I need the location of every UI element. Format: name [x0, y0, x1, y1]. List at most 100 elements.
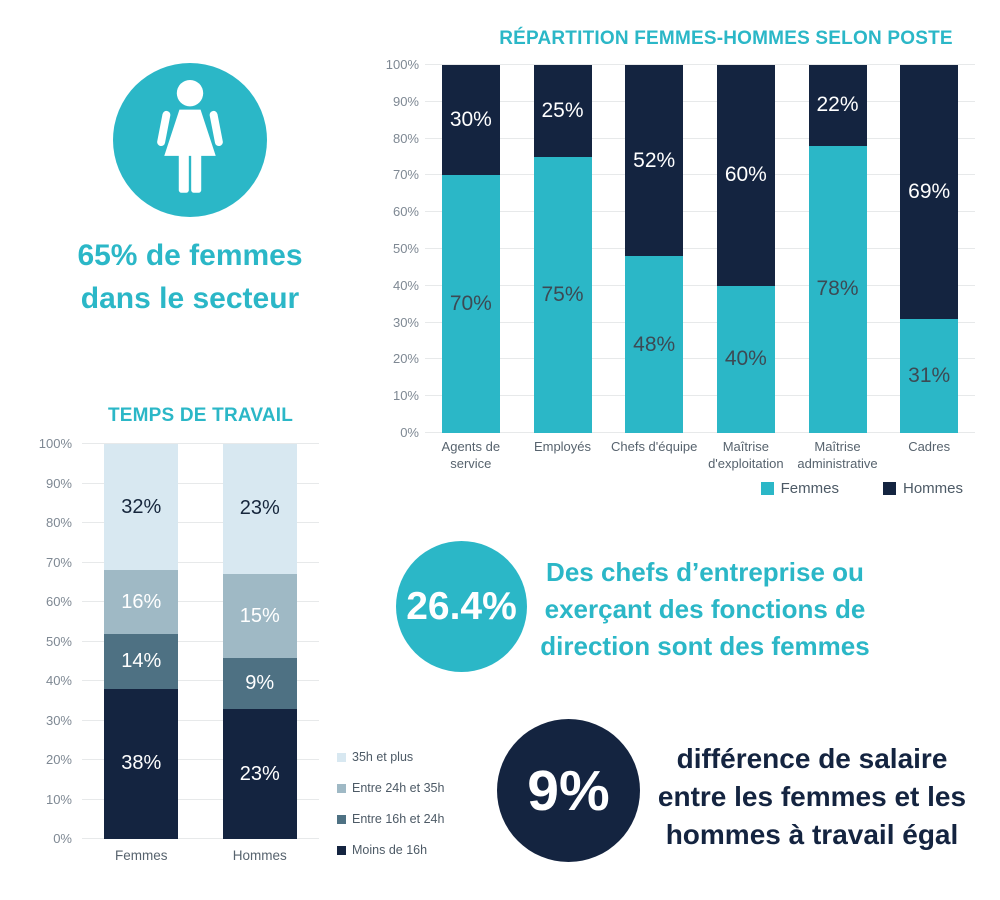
- gridline: [425, 358, 975, 360]
- bar-value-label: 38%: [121, 752, 162, 775]
- y-axis: 0% 10% 20% 30% 40% 50% 60% 70% 80% 90% 100%: [385, 57, 425, 440]
- y-tick-label: 10%: [45, 791, 72, 807]
- bar-segment: 15%: [222, 573, 297, 659]
- bar-value-label: 70%: [449, 292, 492, 316]
- legend-label: Entre 16h et 24h: [352, 812, 445, 826]
- y-tick-label: 50%: [392, 241, 419, 256]
- stacked-bar: 78% 22%: [808, 65, 867, 433]
- legend-label: 35h et plus: [352, 750, 414, 764]
- bar-segment: 16%: [104, 570, 179, 634]
- y-tick-label: 60%: [45, 594, 72, 609]
- legend-label: Moins de 16h: [352, 843, 428, 857]
- stacked-bar: 38% 14% 16% 32%: [104, 444, 179, 839]
- legend-item: Entre 24h et 35h: [337, 781, 444, 795]
- legend-swatch: [337, 845, 346, 855]
- woman-icon-circle: [113, 63, 267, 217]
- legend-item: Entre 16h et 24h: [337, 812, 444, 826]
- gridline: [425, 211, 975, 213]
- legend-swatch: [337, 814, 346, 824]
- gridline: [82, 719, 319, 721]
- bar-value-label: 31%: [908, 363, 951, 387]
- gridline: [82, 838, 319, 839]
- x-category-label: Maîtrise d'exploitation: [708, 439, 784, 471]
- x-axis: Agents de service Employés Chefs d'équipe M…: [425, 439, 975, 483]
- y-tick-label: 10%: [392, 388, 419, 404]
- y-tick-label: 50%: [45, 633, 72, 649]
- x-category-label: Hommes: [232, 848, 287, 863]
- bar-segment: 78%: [808, 145, 867, 433]
- bar-segment: 31%: [900, 318, 959, 433]
- stacked-bar: 31% 69%: [900, 65, 959, 433]
- y-tick-label: 90%: [45, 475, 72, 491]
- gridline: [82, 798, 319, 800]
- bar-segment: 75%: [533, 157, 592, 433]
- stacked-bar: 23% 9% 15% 23%: [222, 444, 297, 839]
- y-tick-label: 0%: [400, 425, 419, 440]
- bar-segment: 60%: [716, 65, 775, 286]
- x-category-label: Femmes: [114, 848, 168, 863]
- y-tick-label: 20%: [392, 351, 419, 367]
- bar-value-label: 78%: [816, 277, 859, 301]
- gridline: [425, 432, 975, 433]
- gridline: [425, 137, 975, 139]
- bar-value-label: 15%: [239, 604, 280, 627]
- chart-legend: Femmes Hommes: [760, 480, 963, 497]
- legend-label: Femmes: [780, 480, 839, 497]
- y-tick-label: 70%: [392, 167, 419, 183]
- y-tick-label: 80%: [45, 515, 72, 530]
- stacked-bar: 70% 30%: [441, 65, 500, 433]
- bar-segment: 9%: [222, 658, 297, 710]
- y-tick-label: 90%: [392, 93, 419, 109]
- bar-segment: 25%: [533, 65, 592, 157]
- bar-segment: 32%: [104, 444, 179, 571]
- legend-item: Moins de 16h: [337, 843, 444, 857]
- y-tick-label: 20%: [45, 752, 72, 767]
- salary-gap-value: 9%: [527, 758, 610, 823]
- chart-legend: 35h et plus Entre 24h et 35h Entre 16h et …: [337, 750, 444, 857]
- chart-title: TEMPS DE TRAVAIL: [107, 405, 294, 426]
- bar-value-label: 69%: [908, 179, 951, 203]
- bar-value-label: 52%: [633, 148, 676, 172]
- gridline: [82, 759, 319, 760]
- y-tick-label: 0%: [53, 831, 72, 846]
- legend-label: Entre 24h et 35h: [352, 781, 445, 795]
- bar-value-label: 60%: [724, 163, 767, 187]
- bar-segment: 52%: [625, 65, 684, 257]
- y-axis: 0% 10% 20% 30% 40% 50% 60% 70% 80% 90% 100%: [20, 436, 78, 846]
- x-category-label: Chefs d'équipe: [610, 439, 698, 454]
- y-tick-label: 100%: [385, 57, 419, 72]
- stacked-bar: 40% 60%: [716, 65, 775, 433]
- bar-segment: 14%: [104, 633, 179, 689]
- bar-segment: 69%: [900, 65, 959, 319]
- direction-stat-circle: 26.4%: [396, 541, 527, 672]
- x-category-label: Cadres: [908, 439, 951, 454]
- gridline: [82, 680, 319, 681]
- y-tick-label: 80%: [392, 130, 419, 146]
- y-tick-label: 30%: [45, 712, 72, 728]
- bar-value-label: 48%: [633, 332, 676, 356]
- gridline: [425, 321, 975, 323]
- legend-swatch: [337, 752, 346, 762]
- y-tick-label: 40%: [45, 673, 72, 688]
- legend-item: 35h et plus: [337, 750, 444, 764]
- gridline: [425, 174, 975, 176]
- legend-swatch: [337, 783, 346, 793]
- bar-segment: 23%: [222, 709, 297, 839]
- x-category-label: Employés: [533, 439, 592, 454]
- legend-item: Hommes: [882, 480, 963, 497]
- x-axis: Femmes Hommes: [82, 847, 319, 869]
- bar-segment: 38%: [104, 688, 179, 839]
- legend-swatch: [882, 482, 896, 495]
- y-tick-label: 70%: [45, 554, 72, 570]
- y-tick-label: 60%: [392, 204, 419, 220]
- y-tick-label: 100%: [38, 436, 72, 451]
- bar-value-label: 40%: [724, 347, 767, 371]
- bar-value-label: 25%: [541, 99, 584, 122]
- salary-gap-circle: 9%: [497, 719, 640, 862]
- bar-segment: 48%: [625, 256, 684, 433]
- bar-value-label: 30%: [449, 108, 492, 132]
- plot-area: 38% 14% 16% 32% 23% 9% 15% 23%: [82, 443, 319, 839]
- x-category-label: Agents de service: [441, 439, 501, 471]
- gridline: [82, 482, 319, 484]
